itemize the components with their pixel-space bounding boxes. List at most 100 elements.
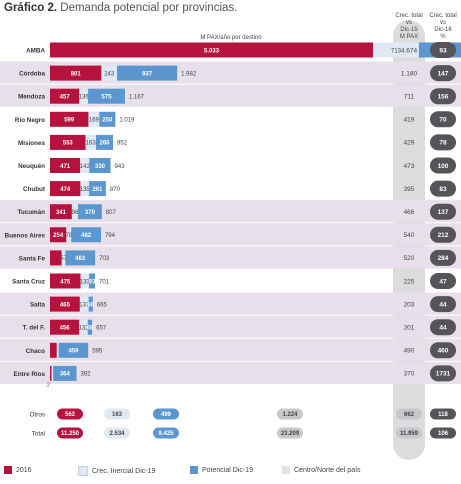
crec15-value-rio-negro: 419 <box>404 117 415 124</box>
label-2016-entre-rios-small: 2 <box>47 382 50 388</box>
summary-pill-crec16-total <box>430 427 456 439</box>
label-inercial-t-del-f: 132 <box>79 326 90 332</box>
label-2016-misiones: 553 <box>63 141 74 147</box>
bar-potencial-neuquen <box>89 158 111 173</box>
crec16-pill-buenos-aires <box>430 226 456 243</box>
label-total-neuquen: 943 <box>115 164 126 170</box>
category-label-entre-rios: Entre Ríos <box>14 371 46 378</box>
row-stripe-entre-rios <box>0 361 461 384</box>
summary-pill-total-otros <box>277 408 303 420</box>
bar-inercial-cordoba <box>101 65 118 81</box>
label-2016-buenos-aires: 254 <box>53 233 64 239</box>
col2-header-line: Dic-16 <box>434 27 452 33</box>
crec15-value-buenos-aires: 540 <box>404 232 415 239</box>
summary-label-total: Total <box>32 430 45 437</box>
bar-inercial-santa-cruz <box>80 273 90 289</box>
crec16-pill-neuquen <box>430 157 456 174</box>
bar-inercial-chaco <box>56 342 59 358</box>
summary-pill-potencial-otros <box>153 408 179 420</box>
label-2016-santa-cruz: 475 <box>60 279 71 285</box>
summary-value-crec15-total: 11.959 <box>400 431 419 437</box>
row-stripe-buenos-aires <box>0 223 461 246</box>
bar-2016-chubut <box>50 181 81 197</box>
label-potencial-rio-negro: 250 <box>102 118 113 124</box>
bar-potencial-santa-cruz <box>89 273 96 289</box>
label-total-santa-fe: 703 <box>99 256 110 262</box>
bar-2016-cordoba <box>50 65 102 81</box>
summary-pill-crec16-otros <box>430 408 456 420</box>
category-label-chaco: Chaco <box>26 348 45 355</box>
crec16-value-santa-cruz: 47 <box>439 278 447 285</box>
summary-pill-inercial-otros <box>104 408 130 420</box>
label-2016-tucuman: 341 <box>56 210 67 216</box>
crec16-value-rio-negro: 70 <box>439 117 447 124</box>
category-label-santa-cruz: Santa Cruz <box>12 279 45 286</box>
crec16-pill-cordoba <box>430 65 456 82</box>
col2-header-line: vs <box>440 20 446 26</box>
label-potencial-santa-cruz: 93 <box>89 279 96 285</box>
crec16-pill-rio-negro <box>430 111 456 128</box>
crec16-value-entre-rios: 1731 <box>436 371 451 378</box>
label-potencial-salta: 66 <box>87 302 94 308</box>
crec15-value-neuquen: 473 <box>404 163 415 170</box>
label-2016-chubut: 474 <box>60 187 71 193</box>
crec16-value-santa-fe: 284 <box>438 255 449 262</box>
crec16-value-salta: 44 <box>439 301 447 308</box>
label-potencial-neuquen: 330 <box>95 164 106 170</box>
bar-inercial-salta <box>79 296 89 312</box>
label-inercial-neuquen: 142 <box>80 164 91 170</box>
summary-value-total-otros: 1.224 <box>282 412 298 418</box>
summary-value-potencial-total: 9.425 <box>158 431 174 437</box>
bar-2016-salta <box>50 296 80 312</box>
bar-inercial-amba <box>373 42 419 58</box>
summary-pill-y2016-otros <box>57 408 83 420</box>
crec16-value-t-del-f: 44 <box>439 325 447 332</box>
legend-swatch-centro-norte <box>282 466 290 474</box>
bar-potencial-salta <box>88 296 93 312</box>
bar-potencial-misiones <box>95 134 114 150</box>
col1-header-line: M PAX <box>400 34 418 40</box>
crec16-pill-chubut <box>430 180 456 197</box>
unit-label: M PAX/año por destino <box>200 35 262 41</box>
label-2016-neuquen: 471 <box>60 164 71 170</box>
category-label-santa-fe: Santa Fe <box>19 255 46 262</box>
label-potencial-buenos-aires: 462 <box>81 233 92 239</box>
bar-potencial-chaco <box>58 342 89 358</box>
crec16-pill-amba <box>430 42 456 58</box>
label-inercial-amba: 713 <box>391 48 402 54</box>
col1-header-line: vs <box>406 20 412 26</box>
category-label-cordoba: Córdoba <box>19 71 45 78</box>
crec16-value-misiones: 78 <box>439 140 447 147</box>
label-potencial-chubut: 261 <box>92 187 103 193</box>
bar-2016-neuquen <box>50 158 81 173</box>
col2-header-line: Crec. total <box>429 13 456 19</box>
summary-pill-potencial-total <box>153 427 179 439</box>
crec16-value-mendoza: 156 <box>438 94 449 101</box>
label-potencial-chaco: 459 <box>68 349 79 355</box>
label-potencial-entre-rios: 364 <box>60 372 71 378</box>
label-total-tucuman: 807 <box>106 210 117 216</box>
crec16-value-chubut: 83 <box>439 186 447 193</box>
crec15-value-amba: 4.674 <box>401 47 418 54</box>
label-inercial-mendoza: 136 <box>79 95 90 101</box>
crec15-value-cordoba: 1.180 <box>401 70 418 77</box>
legend-label-inercial: Crec. Inercial Dic-19 <box>92 467 156 475</box>
legend-label-centro-norte: Centro/Norte del país <box>294 466 361 474</box>
crec15-value-chubut: 395 <box>404 186 415 193</box>
summary-value-crec16-total: 106 <box>438 431 449 437</box>
summary-label-otros: Otros <box>30 411 45 418</box>
bar-2016-rio-negro <box>50 111 89 127</box>
label-inercial-salta: 137 <box>79 302 90 308</box>
bar-2016-t-del-f <box>50 319 80 335</box>
crec16-value-cordoba: 147 <box>438 70 449 77</box>
bar-2016-amba <box>50 42 374 58</box>
legend-label-potencial: Potencial Dic-19 <box>202 466 253 474</box>
label-2016-mendoza: 457 <box>60 95 71 101</box>
col2-header-line: % <box>440 34 446 40</box>
summary-value-crec15-otros: 662 <box>404 412 415 418</box>
bar-potencial-t-del-f <box>87 319 93 335</box>
row-stripe-chaco <box>0 338 461 361</box>
bar-2016-santa-cruz <box>50 273 81 289</box>
crec15-value-salta: 203 <box>404 301 415 308</box>
summary-pill-total-total <box>277 427 303 439</box>
